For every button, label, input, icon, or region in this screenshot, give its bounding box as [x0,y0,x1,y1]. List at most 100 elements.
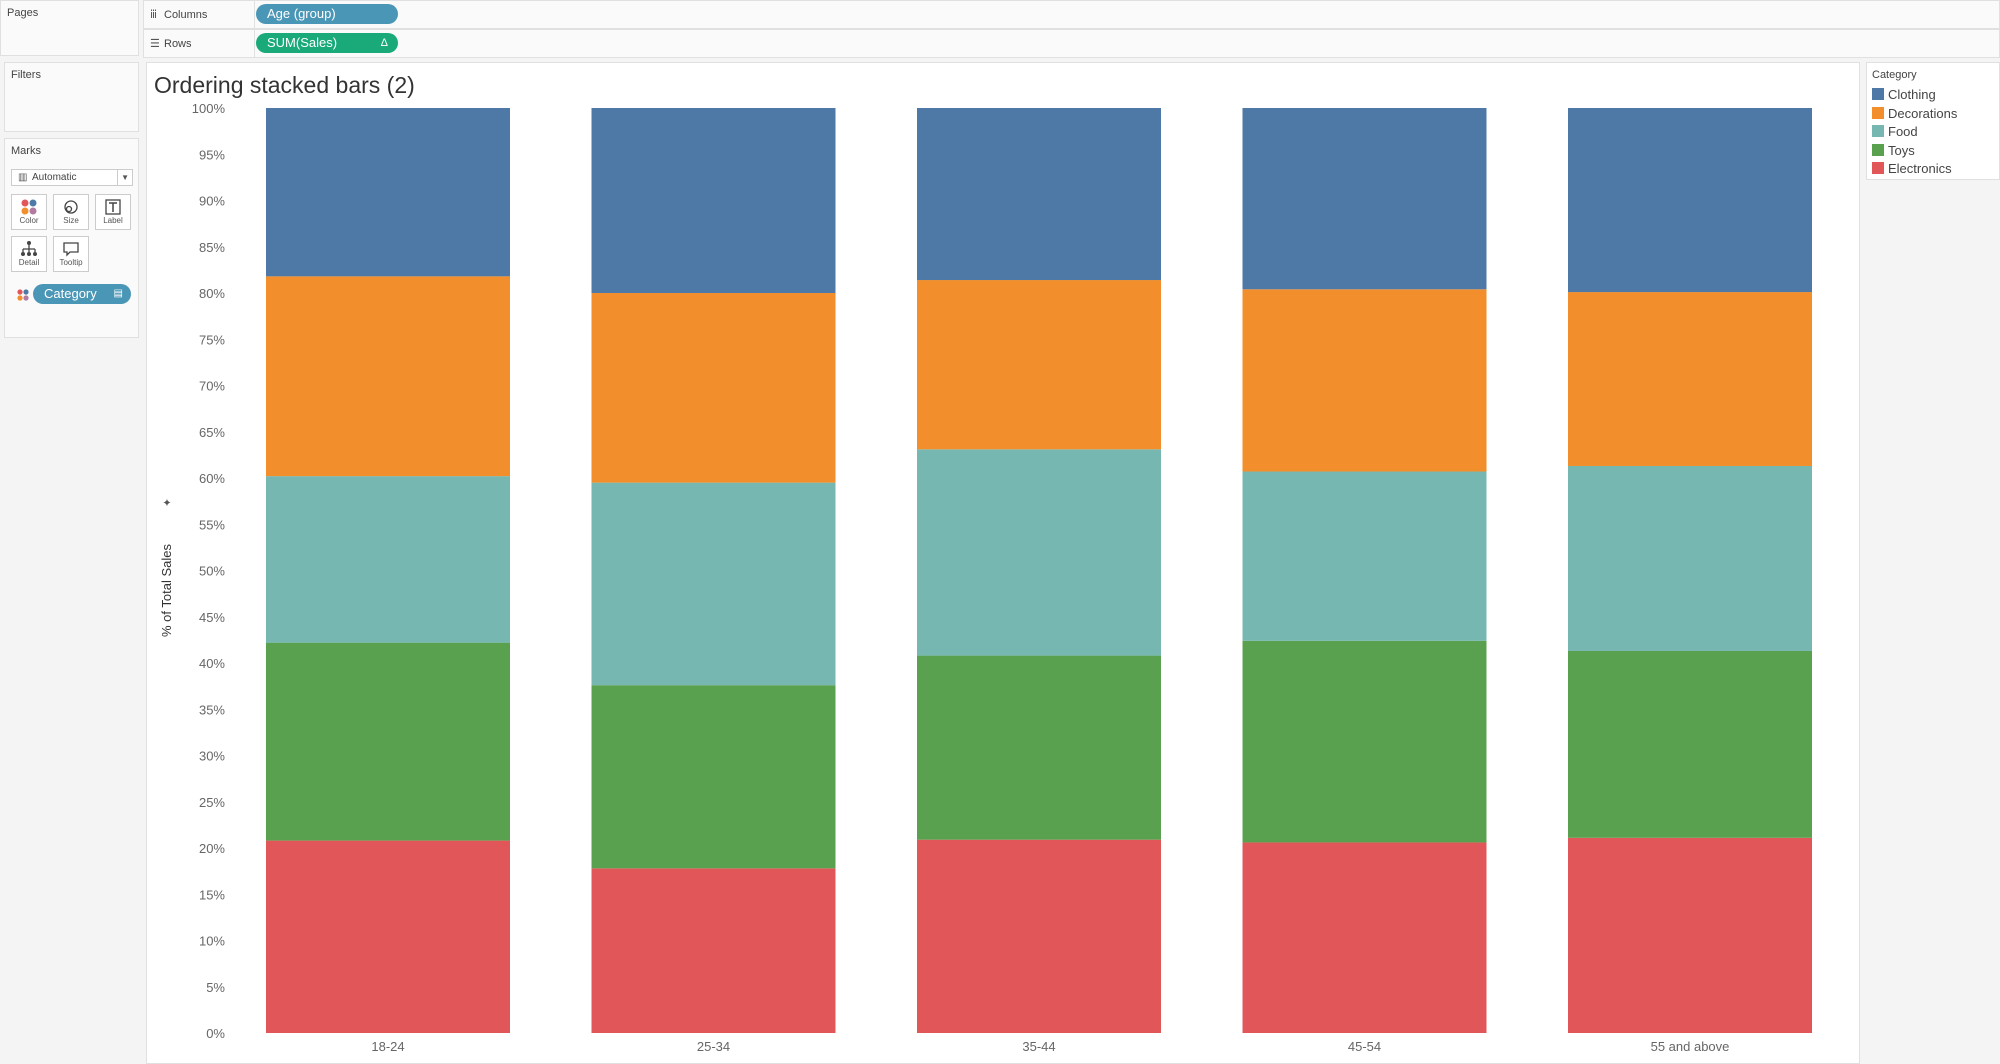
detail-icon [21,241,37,256]
tooltip-button[interactable]: Tooltip [53,236,89,272]
y-axis-title: % of Total Sales [159,544,174,637]
bar-segment-toys[interactable] [1242,640,1487,843]
x-tick-label: 35-44 [1022,1039,1055,1054]
legend-label: Electronics [1888,161,1952,176]
bar-segment-food[interactable] [917,449,1161,656]
rows-label: Rows [164,38,192,50]
bar-segment-decorations[interactable] [1568,292,1812,466]
bar-segment-electronics[interactable] [917,839,1161,1033]
columns-pill-label: Age (group) [267,6,336,21]
bar-segment-toys[interactable] [266,642,510,841]
y-tick-label: 60% [199,471,225,486]
shelf-divider [254,1,255,28]
y-tick-label: 100% [192,101,226,116]
bar-segment-clothing[interactable] [1242,108,1487,290]
legend-label: Toys [1888,142,1915,158]
rows-shelf[interactable]: ☰ Rows SUM(Sales) Δ [143,29,2000,58]
size-button[interactable]: Size [53,194,89,230]
color-icon [21,199,37,215]
bar-segment-clothing[interactable] [917,108,1161,281]
bar-segment-electronics[interactable] [266,840,510,1033]
legend-swatch [1872,125,1884,137]
y-tick-label: 45% [199,610,225,625]
x-tick-label: 25-34 [697,1039,730,1054]
y-tick-label: 80% [199,286,225,301]
y-tick-label: 5% [206,980,225,995]
y-tick-label: 70% [199,379,225,394]
y-tick-label: 35% [199,702,225,717]
y-tick-label: 30% [199,749,225,764]
bar-segment-electronics[interactable] [591,868,836,1033]
chevron-down-icon: ▼ [117,170,129,185]
size-button-label: Size [63,216,79,225]
marks-panel-title: Marks [11,145,41,157]
chart-panel: Ordering stacked bars (2) 0% 5% 10% 15% 20% 2… [146,62,1860,1064]
legend-item-clothing[interactable]: Clothing [1872,87,1936,105]
color-encoding-icon [17,289,29,301]
y-tick-label: 55% [199,517,225,532]
y-tick-label: 25% [199,795,225,810]
bar-segment-decorations[interactable] [917,280,1161,450]
columns-shelf[interactable]: ⅲ Columns Age (group) [143,0,2000,29]
y-tick-label: 0% [206,1026,225,1041]
stacked-bar-chart[interactable]: 0% 5% 10% 15% 20% 25% 30% 35% 40% 45% 50% 55% 60% 65%… [147,63,1859,1063]
bar-segment-toys[interactable] [917,655,1161,840]
y-tick-label: 90% [199,194,225,209]
y-tick-label: 85% [199,240,225,255]
columns-shelf-label: ⅲ Columns [150,8,207,21]
table-calc-icon: Δ [380,37,388,49]
category-pill[interactable]: Category ▤ [33,284,131,304]
bar-segment-decorations[interactable] [591,293,836,483]
rows-pill-label: SUM(Sales) [267,35,338,50]
legend-item-toys[interactable]: Toys [1872,143,1915,161]
legend-item-decorations[interactable]: Decorations [1872,106,1957,124]
legend-label: Decorations [1888,105,1958,121]
bar-segment-clothing[interactable] [591,108,836,293]
bar-segment-food[interactable] [1242,471,1487,641]
bar-segment-decorations[interactable] [266,276,510,477]
rows-pill[interactable]: SUM(Sales) Δ [256,33,398,53]
shelf-divider [254,30,255,57]
bar-chart-icon: ▥ [18,172,28,183]
bar-segment-food[interactable] [591,482,836,686]
x-tick-label: 45-54 [1348,1039,1381,1054]
category-legend[interactable]: Category Clothing Decorations Food Toys Elec… [1866,62,2000,180]
legend-swatch [1872,162,1884,174]
bar-segment-clothing[interactable] [266,108,510,277]
filters-panel-title: Filters [11,69,41,81]
mark-type-value: Automatic [32,172,77,183]
bar-segment-toys[interactable] [591,685,836,869]
tooltip-icon [63,242,79,257]
filters-panel[interactable]: Filters [4,62,139,132]
y-tick-label: 95% [199,147,225,162]
bar-segment-toys[interactable] [1568,650,1812,838]
legend-swatch [1872,106,1884,119]
y-tick-label: 75% [199,332,225,347]
marks-panel: Marks ▥ Automatic ▼ Color Size Label Det… [4,138,139,338]
pin-icon: ✦ [161,498,174,507]
x-tick-label: 55 and above [1651,1039,1730,1054]
label-button[interactable]: Label [95,194,131,230]
legend-item-food[interactable]: Food [1872,124,1918,142]
tooltip-button-label: Tooltip [59,258,83,267]
legend-item-electronics[interactable]: Electronics [1872,161,1952,179]
pages-panel-title: Pages [7,7,39,19]
detail-button[interactable]: Detail [11,236,47,272]
bar-segment-food[interactable] [266,476,510,643]
columns-pill[interactable]: Age (group) [256,4,398,24]
rows-icon: ☰ [150,38,160,50]
legend-title: Category [1872,69,1917,81]
label-icon [105,199,121,215]
color-button[interactable]: Color [11,194,47,230]
mark-type-select[interactable]: ▥ Automatic ▼ [11,169,133,186]
y-tick-label: 15% [199,887,225,902]
y-tick-label: 50% [199,564,225,579]
legend-label: Food [1888,124,1918,139]
bar-segment-electronics[interactable] [1242,842,1487,1033]
bar-segment-electronics[interactable] [1568,837,1812,1033]
bar-segment-food[interactable] [1568,465,1812,651]
x-tick-label: 18-24 [371,1039,404,1054]
pages-panel[interactable]: Pages [0,0,139,56]
bar-segment-decorations[interactable] [1242,289,1487,472]
bar-segment-clothing[interactable] [1568,108,1812,293]
